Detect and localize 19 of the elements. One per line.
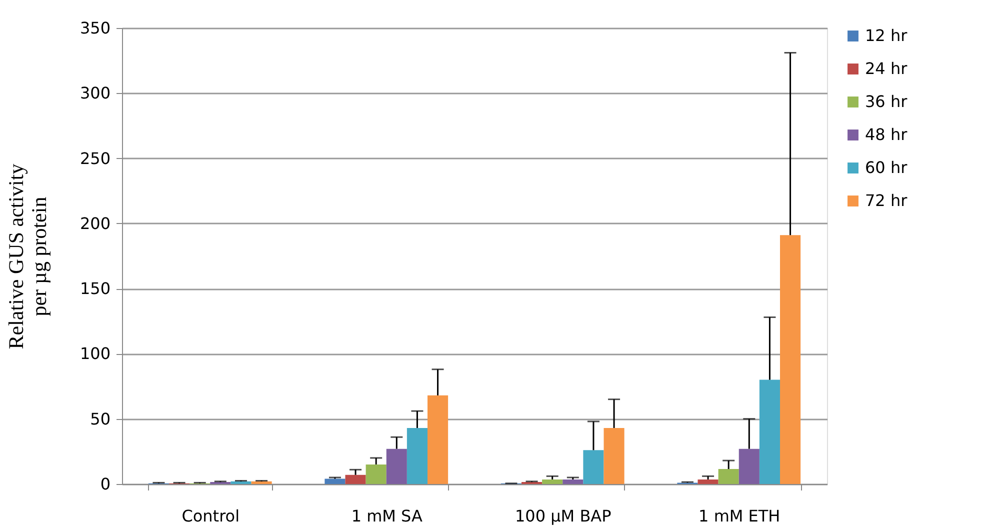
y-tick-label: 100 [80,344,110,364]
y-tick-label: 250 [80,148,110,168]
x-tick-label: 1 mM ETH [698,506,780,526]
y-axis-title: Relative GUS activity per µg protein [4,163,51,350]
legend-label: 48 hr [865,125,908,144]
legend-label: 72 hr [865,191,908,210]
legend-label: 12 hr [865,26,908,45]
x-tick-label: 100 µM BAP [514,506,612,526]
legend-label: 36 hr [865,92,908,111]
x-tick-label: 1 mM SA [351,506,422,526]
y-tick-label: 150 [80,279,110,298]
y-tick-label: 50 [90,409,110,428]
y-tick-label: 200 [80,214,110,233]
legend-label: 24 hr [865,59,908,78]
y-tick-label: 350 [80,18,110,38]
x-tick-label: Control [182,506,240,526]
legend-label: 60 hr [865,158,908,177]
y-tick-label: 0 [100,474,110,494]
y-tick-label: 300 [80,84,110,103]
